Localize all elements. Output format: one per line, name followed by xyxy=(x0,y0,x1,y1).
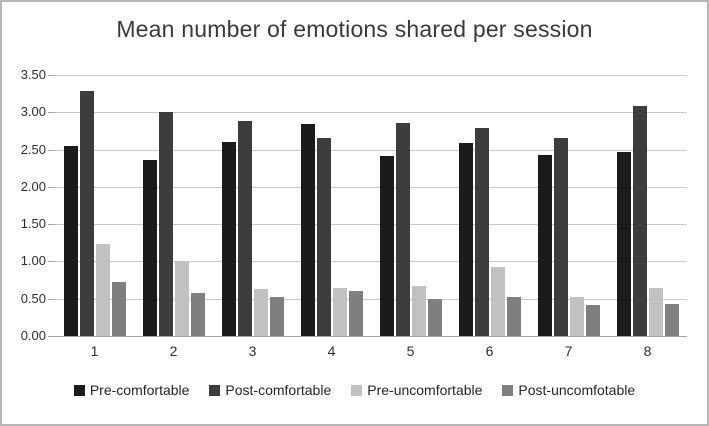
bar-post-uncomfotable-session-3 xyxy=(269,297,284,336)
y-axis-tick-label: 3.00 xyxy=(20,104,46,120)
x-axis-line xyxy=(55,336,687,337)
chart-title: Mean number of emotions shared per sessi… xyxy=(116,16,593,42)
gridline xyxy=(55,298,687,300)
x-axis-tick-label: 3 xyxy=(248,343,257,359)
legend-label: Post-comfortable xyxy=(225,382,332,398)
bar-group-4 xyxy=(292,75,371,336)
x-axis-tick-label: 2 xyxy=(169,343,178,359)
y-axis-tick-label: 2.00 xyxy=(20,178,46,194)
y-axis-tick-label: 1.00 xyxy=(20,253,46,269)
y-axis-tick xyxy=(48,149,55,151)
y-axis-tick xyxy=(48,112,55,114)
y-axis-tick-label: 2.50 xyxy=(20,141,46,157)
x-axis-tick-label: 8 xyxy=(643,343,652,359)
y-axis-tick xyxy=(48,186,55,188)
bar-pre-uncomfortable-session-7 xyxy=(569,297,584,336)
plot-area xyxy=(48,75,687,337)
bar-post-uncomfotable-session-1 xyxy=(111,282,126,336)
gridline xyxy=(55,149,687,151)
legend-label: Pre-comfortable xyxy=(89,382,190,398)
x-axis: 1 2 3 4 5 6 7 8 xyxy=(55,343,687,359)
legend-item-pre-comfortable: Pre-comfortable xyxy=(73,382,190,398)
legend-item-post-uncomfotable: Post-uncomfotable xyxy=(502,382,635,398)
bar-pre-uncomfortable-session-4 xyxy=(332,288,347,336)
bar-group-3 xyxy=(213,75,292,336)
y-axis-tick xyxy=(48,224,55,226)
bar-post-uncomfotable-session-5 xyxy=(427,298,442,336)
legend-swatch-icon xyxy=(73,384,85,396)
legend-label: Post-uncomfotable xyxy=(518,382,636,398)
bar-post-uncomfotable-session-6 xyxy=(506,297,521,336)
bar-post-uncomfotable-session-7 xyxy=(585,304,600,336)
x-axis-tick-label: 6 xyxy=(485,343,494,359)
bar-post-comfortable-session-2 xyxy=(158,112,173,336)
bar-pre-comfortable-session-5 xyxy=(379,155,394,336)
x-axis-tick-label: 5 xyxy=(406,343,415,359)
bar-group-6 xyxy=(450,75,529,336)
bar-pre-comfortable-session-6 xyxy=(458,142,473,336)
y-axis-tick xyxy=(48,298,55,300)
bar-pre-comfortable-session-3 xyxy=(221,142,236,336)
bar-groups xyxy=(55,75,687,336)
gridline xyxy=(55,75,687,76)
bar-post-uncomfotable-session-4 xyxy=(348,290,363,336)
y-axis-tick xyxy=(48,261,55,263)
bar-post-comfortable-session-3 xyxy=(237,121,252,336)
bar-pre-comfortable-session-8 xyxy=(616,151,631,336)
legend-swatch-icon xyxy=(209,384,221,396)
bar-post-comfortable-session-8 xyxy=(632,106,647,336)
gridline xyxy=(55,224,687,226)
y-axis-tick xyxy=(48,75,55,76)
bar-pre-uncomfortable-session-3 xyxy=(253,289,268,336)
legend-item-pre-uncomfortable: Pre-uncomfortable xyxy=(351,382,482,398)
bar-group-1 xyxy=(55,75,134,336)
bar-post-comfortable-session-6 xyxy=(474,127,489,336)
bar-post-uncomfotable-session-2 xyxy=(190,292,205,336)
bar-post-comfortable-session-4 xyxy=(316,138,331,336)
legend: Pre-comfortable Post-comfortable Pre-uncom… xyxy=(2,382,707,398)
legend-item-post-comfortable: Post-comfortable xyxy=(209,382,331,398)
y-axis-tick xyxy=(48,336,55,337)
bar-group-8 xyxy=(608,75,687,336)
legend-swatch-icon xyxy=(502,384,514,396)
legend-label: Pre-uncomfortable xyxy=(367,382,483,398)
bar-pre-comfortable-session-4 xyxy=(300,124,315,336)
x-axis-tick-label: 7 xyxy=(564,343,573,359)
bar-pre-uncomfortable-session-5 xyxy=(411,286,426,336)
bar-group-5 xyxy=(371,75,450,336)
gridline xyxy=(55,261,687,263)
bar-post-uncomfotable-session-8 xyxy=(664,303,679,336)
bar-post-comfortable-session-7 xyxy=(553,137,568,336)
bar-pre-comfortable-session-7 xyxy=(537,154,552,336)
gridline xyxy=(55,112,687,114)
y-axis-tick-label: 0.50 xyxy=(20,290,46,306)
bar-post-comfortable-session-1 xyxy=(79,91,94,336)
x-axis-tick-label: 4 xyxy=(327,343,336,359)
y-axis-tick-label: 3.50 xyxy=(20,67,46,82)
bar-pre-uncomfortable-session-8 xyxy=(648,288,663,336)
bar-post-comfortable-session-5 xyxy=(395,122,410,336)
bar-pre-comfortable-session-1 xyxy=(63,145,78,336)
bar-pre-uncomfortable-session-1 xyxy=(95,243,110,336)
x-axis-tick-label: 1 xyxy=(90,343,99,359)
bar-pre-comfortable-session-2 xyxy=(142,160,157,336)
bar-group-7 xyxy=(529,75,608,336)
bar-pre-uncomfortable-session-6 xyxy=(490,267,505,336)
gridline xyxy=(55,186,687,188)
bar-group-2 xyxy=(134,75,213,336)
y-axis-tick-label: 1.50 xyxy=(20,216,46,232)
y-axis: 0.00 0.50 1.00 1.50 2.00 2.50 3.00 3.50 xyxy=(2,67,46,343)
bar-pre-uncomfortable-session-2 xyxy=(174,261,189,336)
legend-swatch-icon xyxy=(351,384,363,396)
y-axis-tick-label: 0.00 xyxy=(20,328,46,343)
